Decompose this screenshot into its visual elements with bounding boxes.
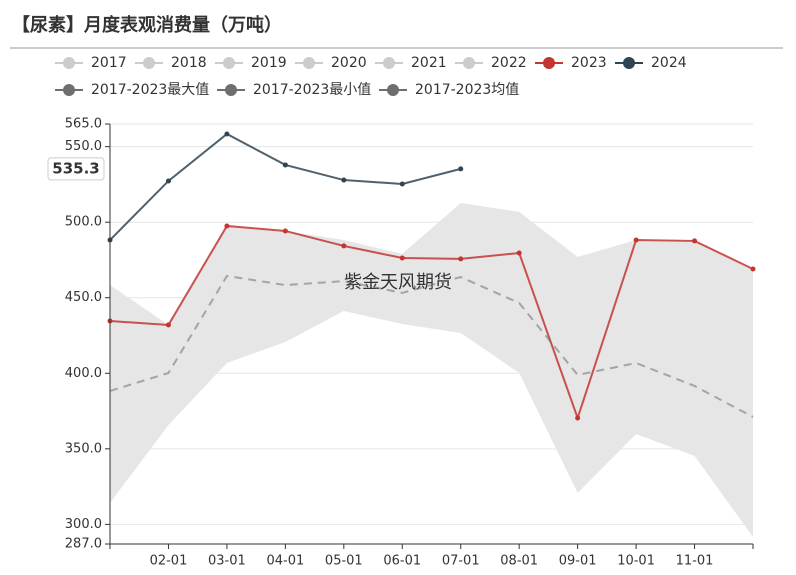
legend-label[interactable]: 2023 [571, 55, 607, 71]
legend-marker [63, 57, 75, 69]
point [633, 237, 639, 243]
y-tick-label: 350.0 [65, 441, 102, 456]
point [399, 181, 405, 187]
point [575, 415, 581, 421]
legend-marker [223, 57, 235, 69]
legend-marker [225, 84, 237, 96]
legend-marker [543, 57, 555, 69]
legend-label[interactable]: 2017 [91, 55, 127, 71]
point [341, 177, 347, 183]
legend-marker [143, 57, 155, 69]
legend-marker [63, 84, 75, 96]
x-tick-label: 08-01 [500, 554, 538, 569]
y-tick-label: 400.0 [65, 366, 102, 381]
y-tick-label: 287.0 [65, 537, 102, 552]
series-line [109, 132, 461, 241]
x-tick-label: 07-01 [442, 554, 480, 569]
x-tick-label: 02-01 [150, 554, 188, 569]
point [224, 131, 230, 137]
series-line [109, 274, 754, 418]
point [224, 223, 230, 229]
legend-label[interactable]: 2022 [491, 55, 527, 71]
point [458, 256, 464, 262]
point [516, 250, 522, 256]
legend-marker [463, 57, 475, 69]
x-tick-label: 11-01 [676, 554, 714, 569]
y-tick-label: 500.0 [65, 215, 102, 230]
legend-label[interactable]: 2024 [651, 55, 687, 71]
x-tick-label: 05-01 [325, 554, 363, 569]
y-tick-label: 550.0 [65, 139, 102, 154]
legend-marker [387, 84, 399, 96]
legend-marker [383, 57, 395, 69]
range-band [110, 203, 753, 537]
point [399, 255, 405, 261]
legend-label[interactable]: 2017-2023最大值 [91, 82, 209, 98]
legend-label[interactable]: 2019 [251, 55, 287, 71]
point [282, 228, 288, 234]
legend-label[interactable]: 2021 [411, 55, 447, 71]
legend-marker [623, 57, 635, 69]
x-tick-label: 09-01 [559, 554, 597, 569]
cursor-label: 535.3 [52, 159, 99, 177]
point [458, 166, 464, 172]
x-tick-label: 10-01 [617, 554, 655, 569]
y-tick-label: 450.0 [65, 290, 102, 305]
point [165, 178, 171, 184]
watermark: 紫金天风期货 [344, 272, 452, 293]
legend-label[interactable]: 2017-2023均值 [415, 82, 519, 98]
cursor-label-box [47, 157, 105, 181]
point [282, 162, 288, 168]
chart-title: 【尿素】月度表观消费量（万吨） [12, 14, 282, 36]
point [750, 266, 756, 272]
x-tick-label: 06-01 [383, 554, 421, 569]
y-tick-label: 565.0 [65, 117, 102, 132]
x-tick-label: 03-01 [208, 554, 246, 569]
y-tick-label: 300.0 [65, 517, 102, 532]
legend-label[interactable]: 2018 [171, 55, 207, 71]
legend-marker [303, 57, 315, 69]
legend-label[interactable]: 2020 [331, 55, 367, 71]
series-line [109, 224, 754, 422]
point [165, 322, 171, 328]
point [341, 243, 347, 249]
point [692, 238, 698, 244]
legend-label[interactable]: 2017-2023最小值 [253, 82, 371, 98]
x-tick-label: 04-01 [266, 554, 304, 569]
